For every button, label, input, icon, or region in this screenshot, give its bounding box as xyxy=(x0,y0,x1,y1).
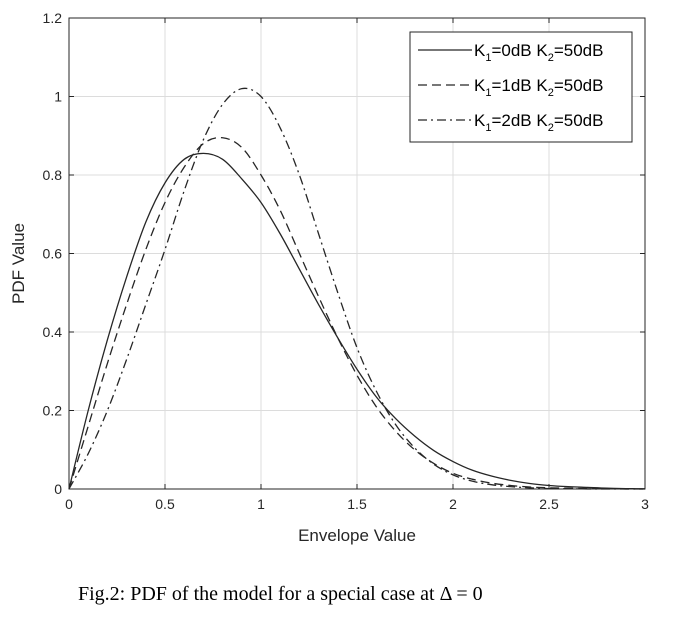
y-axis-label: PDF Value xyxy=(9,223,28,304)
x-tick-label: 0.5 xyxy=(155,496,175,512)
y-tick-label: 1.2 xyxy=(43,10,63,26)
x-tick-label: 3 xyxy=(641,496,649,512)
series-line-2 xyxy=(68,136,646,490)
x-tick-label: 0 xyxy=(65,496,73,512)
legend-label-3: K1=2dB K2=50dB xyxy=(474,111,603,134)
x-axis-label: Envelope Value xyxy=(298,526,416,545)
x-tick-label: 1 xyxy=(257,496,265,512)
y-tick-label: 0.4 xyxy=(43,324,63,340)
y-tick-label: 0.2 xyxy=(43,403,63,419)
figure-caption: Fig.2: PDF of the model for a special ca… xyxy=(78,583,483,605)
y-tick-label: 0.6 xyxy=(43,246,63,262)
y-tick-label: 0.8 xyxy=(43,167,63,183)
y-tick-label: 1 xyxy=(54,89,62,105)
pdf-line-chart: 0 0.5 1 1.5 2 2.5 3 0 0.2 0.4 0.6 0.8 1 1.2 Envelope … xyxy=(9,10,650,545)
x-tick-label: 2.5 xyxy=(539,496,559,512)
legend-label-1: K1=0dB K2=50dB xyxy=(474,41,603,64)
y-tick-label: 0 xyxy=(54,481,62,497)
x-tick-label: 2 xyxy=(449,496,457,512)
x-tick-label: 1.5 xyxy=(347,496,367,512)
axis-ticks: 0 0.5 1 1.5 2 2.5 3 0 0.2 0.4 0.6 0.8 1 1.2 xyxy=(43,10,650,512)
legend: K1=0dB K2=50dB K1=1dB K2=50dB K1=2dB K2=50… xyxy=(409,31,633,143)
legend-label-2: K1=1dB K2=50dB xyxy=(474,76,603,99)
